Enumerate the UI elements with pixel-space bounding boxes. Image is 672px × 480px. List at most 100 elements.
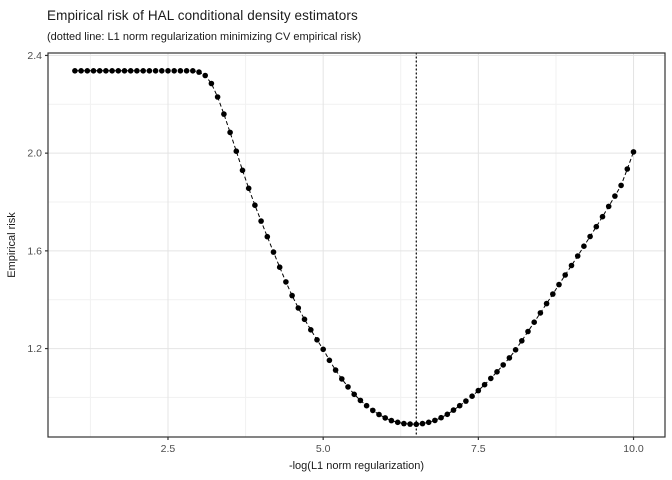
data-point [258,218,264,224]
x-tick-label: 7.5 [471,443,486,455]
data-point [494,369,500,375]
data-point [531,319,537,326]
data-point [121,68,128,74]
data-point [159,68,165,74]
data-point [444,411,451,418]
y-tick-label: 2.4 [27,50,42,62]
data-point [308,327,314,333]
data-point [127,68,134,74]
data-point [72,68,78,74]
data-point [165,68,171,74]
data-point [177,68,184,74]
data-point [488,375,494,382]
data-point [301,316,308,323]
data-point [556,281,562,288]
data-point [326,357,333,364]
data-point [183,68,190,74]
data-point [519,338,525,344]
data-point [370,407,376,414]
data-point [512,347,519,353]
data-point [90,68,97,74]
data-point [283,279,289,285]
data-point [339,376,345,382]
data-point [401,420,407,427]
data-point [599,213,606,220]
data-point [221,111,227,117]
x-tick-label: 2.5 [161,443,176,455]
plot-panel [48,53,665,437]
data-point [78,68,84,74]
data-point [190,68,196,74]
panel-border [47,52,666,438]
data-point [276,264,283,271]
chart-subtitle: (dotted line: L1 norm regularization min… [47,31,362,43]
data-point [612,193,618,199]
data-point [351,391,358,398]
x-axis-label: -log(L1 norm regularization) [289,460,424,472]
data-point [537,310,544,316]
data-point [196,69,202,75]
data-point [630,149,637,155]
data-point [233,148,240,154]
data-point [146,68,153,74]
data-point [388,417,395,424]
data-point [593,223,600,230]
data-point [252,202,258,208]
data-point [425,419,432,426]
y-tick-label: 1.6 [27,245,42,257]
data-point [140,68,146,74]
y-axis-label: Empirical risk [6,212,18,278]
data-point [394,419,401,426]
data-point [96,68,103,74]
data-point [500,362,507,368]
data-point [202,72,208,79]
data-point [413,421,420,428]
data-point [581,243,587,249]
data-point [562,272,568,278]
data-point [320,346,327,353]
data-point [295,305,302,311]
data-point [438,414,444,421]
data-point [152,68,159,74]
data-point [481,381,488,388]
data-point [543,300,550,307]
data-point [289,292,295,299]
data-point [314,337,320,343]
data-point [456,402,463,409]
data-point [103,68,109,74]
data-point [115,68,122,74]
chart-title: Empirical risk of HAL conditional densit… [47,8,358,23]
data-point [376,411,382,418]
data-point [84,68,91,74]
data-point [208,80,215,87]
data-point [618,182,624,189]
data-point [469,393,475,400]
data-point [382,415,389,421]
data-point [574,253,581,259]
data-point [525,328,531,335]
data-point [587,233,593,240]
data-point [134,68,140,74]
data-point [624,166,631,172]
data-point [568,262,575,269]
y-tick-label: 1.2 [27,343,42,355]
data-point [407,421,413,427]
data-point [605,203,612,210]
x-tick-label: 10.0 [623,443,644,455]
data-point [432,417,438,424]
data-point [450,407,457,413]
data-point [239,167,246,174]
data-point [245,185,252,192]
data-point [332,367,339,373]
y-tick-label: 2.0 [27,148,42,160]
data-point [363,402,370,409]
data-point [171,68,177,74]
x-tick-label: 5.0 [316,443,331,455]
data-point [419,420,426,427]
data-point [264,233,271,240]
data-point [345,384,351,390]
data-point [109,68,115,74]
data-point [270,249,277,255]
